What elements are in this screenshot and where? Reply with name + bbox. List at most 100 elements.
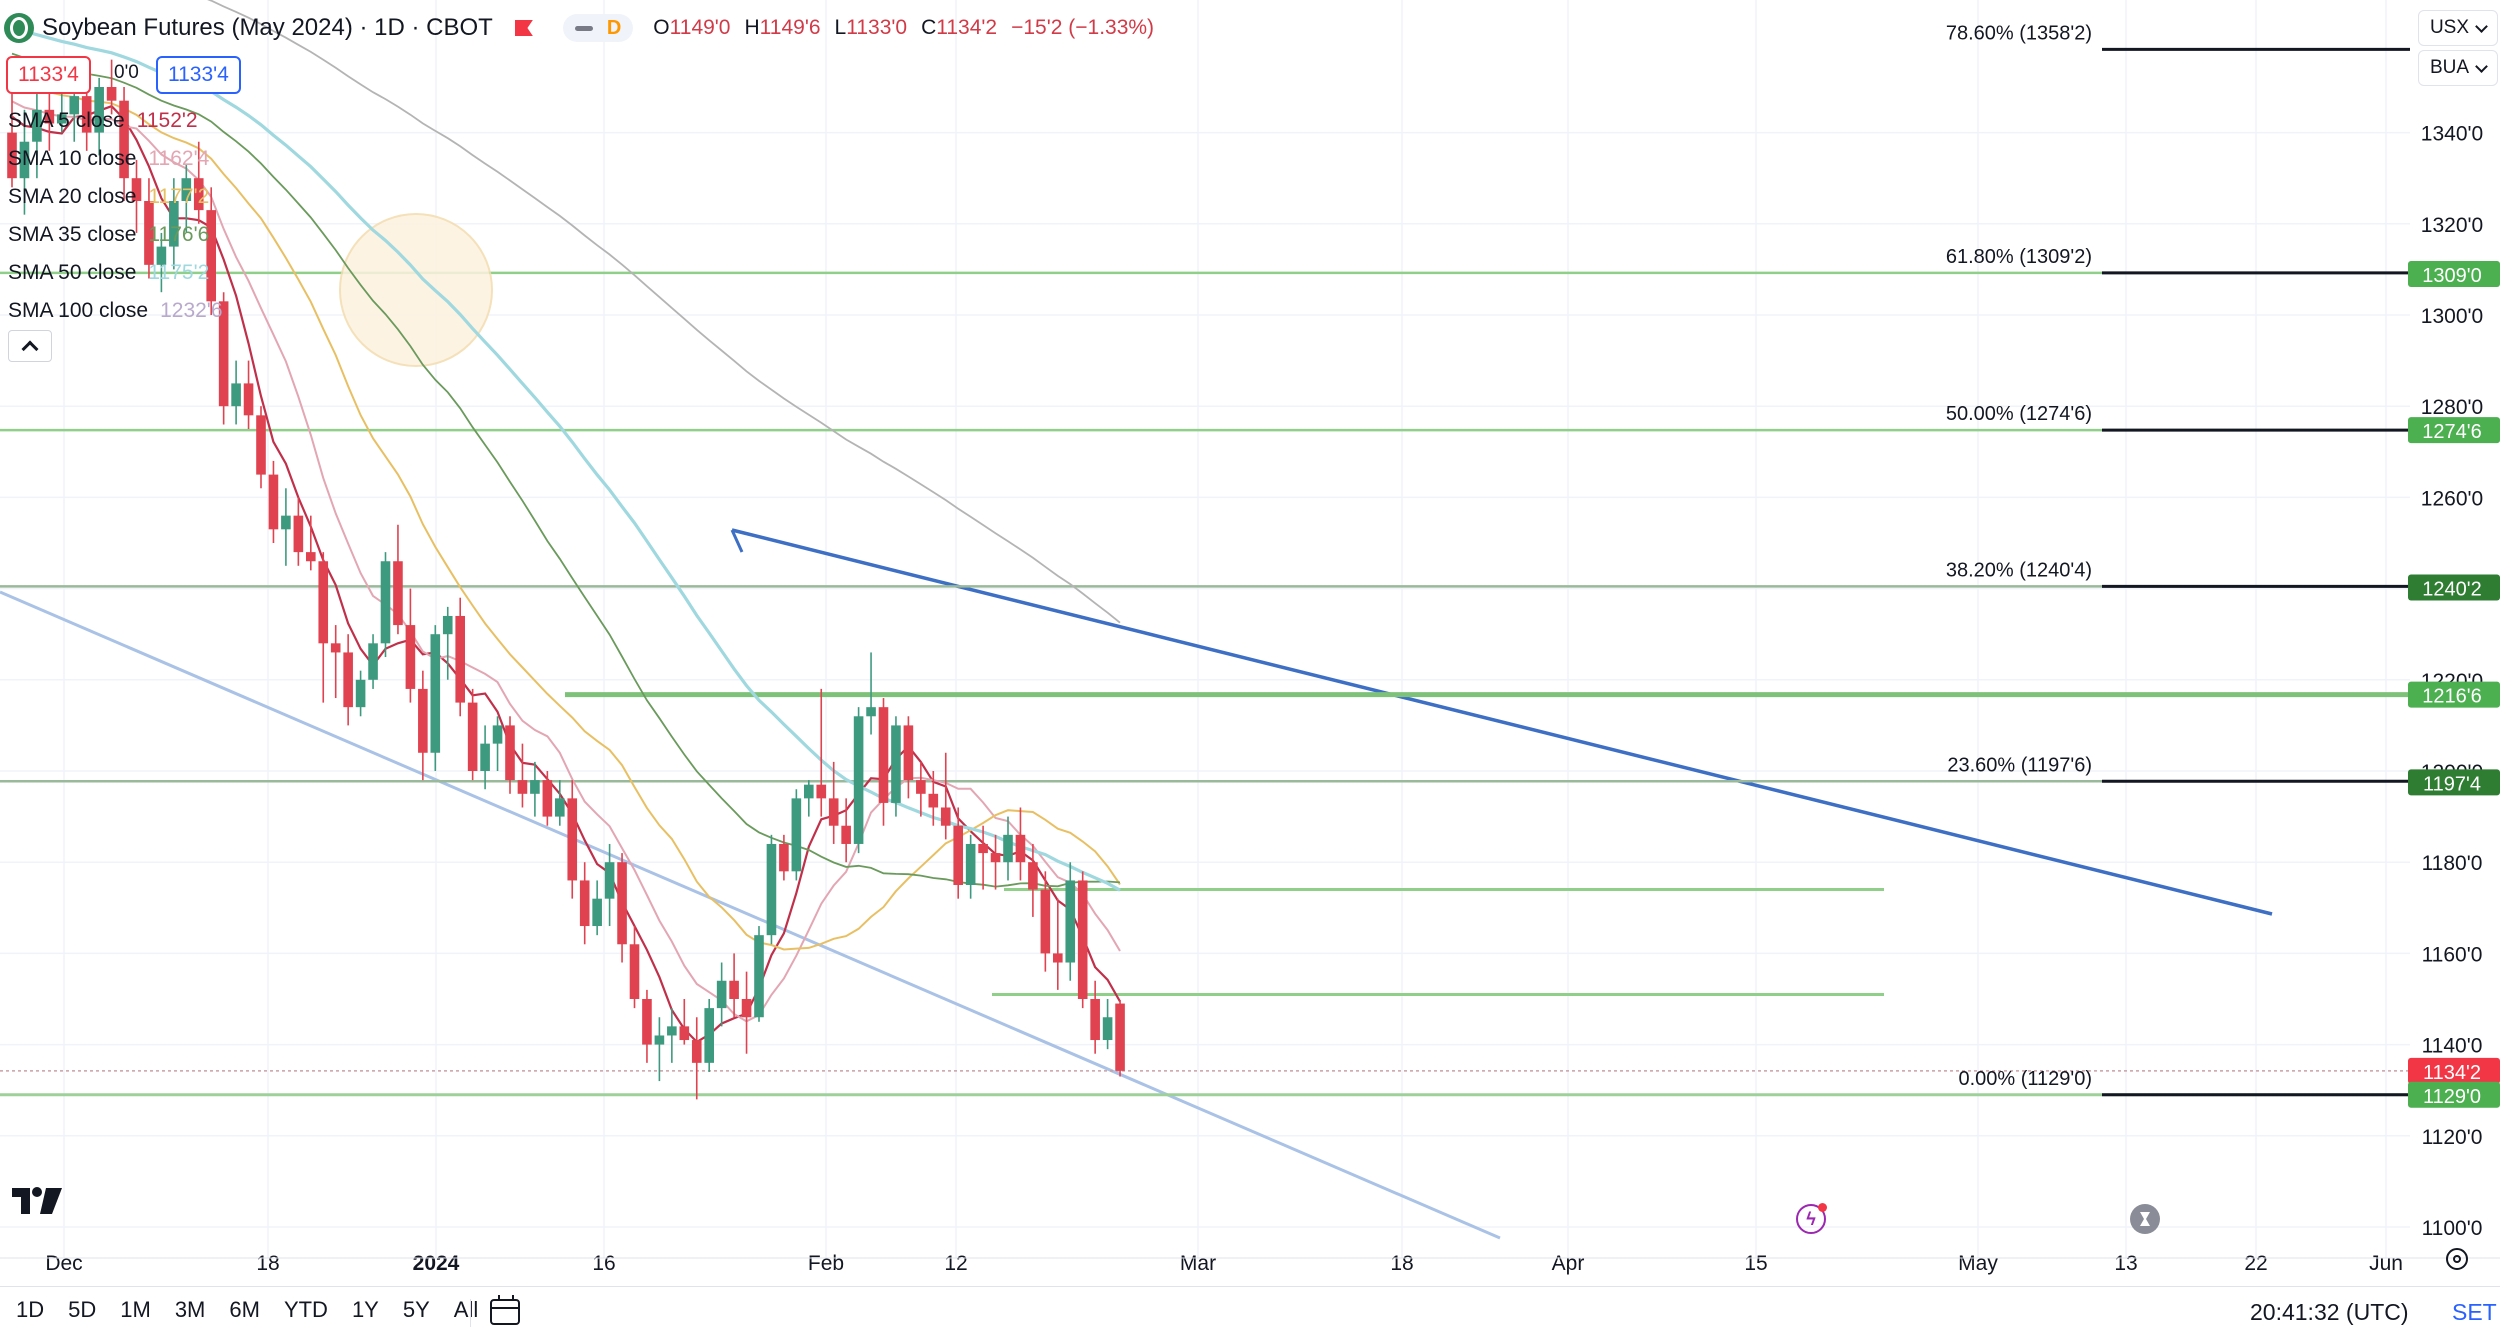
range-3m[interactable]: 3M: [174, 1297, 206, 1322]
candle-body: [953, 825, 963, 885]
price-tick-label: 1120'0: [2422, 1126, 2483, 1149]
range-6m[interactable]: 6M: [229, 1297, 260, 1322]
legend-sma-35[interactable]: SMA 35 close 1176'6: [8, 223, 210, 246]
session-toggle[interactable]: SET: [2452, 1299, 2497, 1325]
fib-label: 61.80% (1309'2): [1946, 246, 2092, 268]
candle-body: [492, 725, 503, 744]
hourglass-icon[interactable]: [2130, 1204, 2160, 1234]
candle-body: [779, 843, 789, 872]
downtrend-line: [731, 528, 2273, 916]
candle-body: [81, 96, 92, 133]
range-5d[interactable]: 5D: [68, 1297, 97, 1322]
price-tick-label: 1100'0: [2422, 1217, 2483, 1240]
fib-label: 0.00% (1129'0): [1958, 1068, 2092, 1090]
legend-sma-5[interactable]: SMA 5 close 1152'2: [8, 109, 198, 132]
candle-body: [978, 843, 988, 854]
candle-body: [542, 780, 553, 817]
candle-body: [1090, 999, 1100, 1041]
sma-5-line: [11, 104, 1121, 1044]
close-value: 1134'2: [936, 16, 998, 39]
candle-body: [878, 707, 889, 803]
tradingview-logo-icon[interactable]: [10, 1186, 64, 1216]
candle-body: [1102, 1017, 1113, 1041]
candle-body: [804, 784, 814, 799]
candle-body: [866, 707, 876, 717]
candle-body: [430, 634, 441, 753]
candle-body: [94, 87, 104, 133]
gear-icon[interactable]: [2446, 1248, 2468, 1270]
currency-button[interactable]: USX: [2418, 10, 2498, 46]
price-badge-label: 1134'2: [2423, 1062, 2481, 1084]
candle-body: [231, 383, 241, 407]
collapse-legend-button[interactable]: [8, 330, 52, 362]
range-1d[interactable]: 1D: [16, 1297, 45, 1322]
fib-label: 38.20% (1240'4): [1946, 559, 2092, 581]
candle-body: [654, 1035, 665, 1045]
time-tick-label: Apr: [1552, 1252, 1585, 1275]
candle-body: [1053, 953, 1063, 963]
candle-body: [729, 980, 739, 999]
sell-button[interactable]: 1133'4: [6, 56, 91, 94]
toolbar-divider: [470, 1299, 471, 1327]
time-tick-label: 2024: [413, 1252, 460, 1275]
low-value: 1133'0: [846, 16, 908, 39]
candle-body: [990, 853, 1001, 863]
data-status-pill[interactable]: D: [562, 14, 634, 42]
calendar-icon[interactable]: [490, 1295, 520, 1325]
chart-drawings: [0, 213, 2410, 1240]
candle-body: [505, 725, 515, 781]
candle-body: [1115, 1003, 1125, 1071]
price-tick-label: 1180'0: [2422, 852, 2483, 875]
candle-body: [1077, 880, 1088, 999]
candle-body: [916, 780, 926, 794]
price-badge: [2408, 574, 2500, 601]
candle-body: [791, 798, 802, 872]
range-1m[interactable]: 1M: [120, 1297, 151, 1322]
candle-body: [19, 141, 30, 179]
symbol-logo-icon: [4, 13, 34, 43]
candle-body: [1040, 889, 1051, 954]
candle-body: [380, 561, 391, 644]
price-tick-label: 1260'0: [2421, 487, 2483, 510]
time-tick-label: 18: [1390, 1252, 1413, 1275]
unit-button[interactable]: BUA: [2418, 50, 2498, 86]
range-ytd[interactable]: YTD: [283, 1297, 328, 1322]
legend-sma-50[interactable]: SMA 50 close 1175'2: [8, 261, 210, 284]
candle-body: [716, 980, 727, 1009]
range-all[interactable]: All: [453, 1297, 479, 1322]
candle-body: [903, 725, 914, 781]
buy-button[interactable]: 1133'4: [156, 56, 241, 94]
range-1y[interactable]: 1Y: [351, 1297, 379, 1322]
candle-body: [617, 862, 627, 945]
candle-body: [467, 702, 478, 771]
symbol-title[interactable]: Soybean Futures (May 2024) · 1D · CBOT: [42, 14, 493, 41]
candle-body: [393, 561, 403, 626]
price-tick-label: 1160'0: [2422, 943, 2483, 966]
price-tick-label: 1320'0: [2421, 214, 2483, 237]
candle-body: [243, 383, 254, 416]
fib-label: 50.00% (1274'6): [1946, 403, 2092, 425]
candle-body: [144, 201, 154, 265]
flag-icon[interactable]: [514, 20, 533, 36]
candle-body: [629, 944, 640, 999]
fib-label: 78.60% (1358'2): [1946, 22, 2092, 44]
time-tick-label: Mar: [1180, 1252, 1216, 1275]
candle-body: [268, 474, 279, 530]
legend-sma-20[interactable]: SMA 20 close 1177'2: [8, 185, 210, 208]
chevron-down-icon: [2475, 19, 2488, 33]
legend-sma-100[interactable]: SMA 100 close 1232'6: [8, 299, 223, 322]
candle-body: [256, 415, 266, 475]
candle-body: [555, 798, 565, 817]
price-badge: [2408, 769, 2500, 796]
highlight-circle: [339, 213, 493, 367]
legend-sma-10[interactable]: SMA 10 close 1162'4: [8, 147, 210, 170]
indicator-legend: SMA 5 close 1152'2 SMA 10 close 1162'4 SMA…: [8, 102, 223, 330]
time-tick-label: 16: [592, 1252, 615, 1275]
range-5y[interactable]: 5Y: [402, 1297, 430, 1322]
clock[interactable]: 20:41:32 (UTC): [2250, 1299, 2409, 1325]
candle-body: [418, 688, 428, 753]
lightning-icon[interactable]: ϟ: [1796, 1203, 1827, 1234]
candle-body: [1028, 862, 1038, 890]
